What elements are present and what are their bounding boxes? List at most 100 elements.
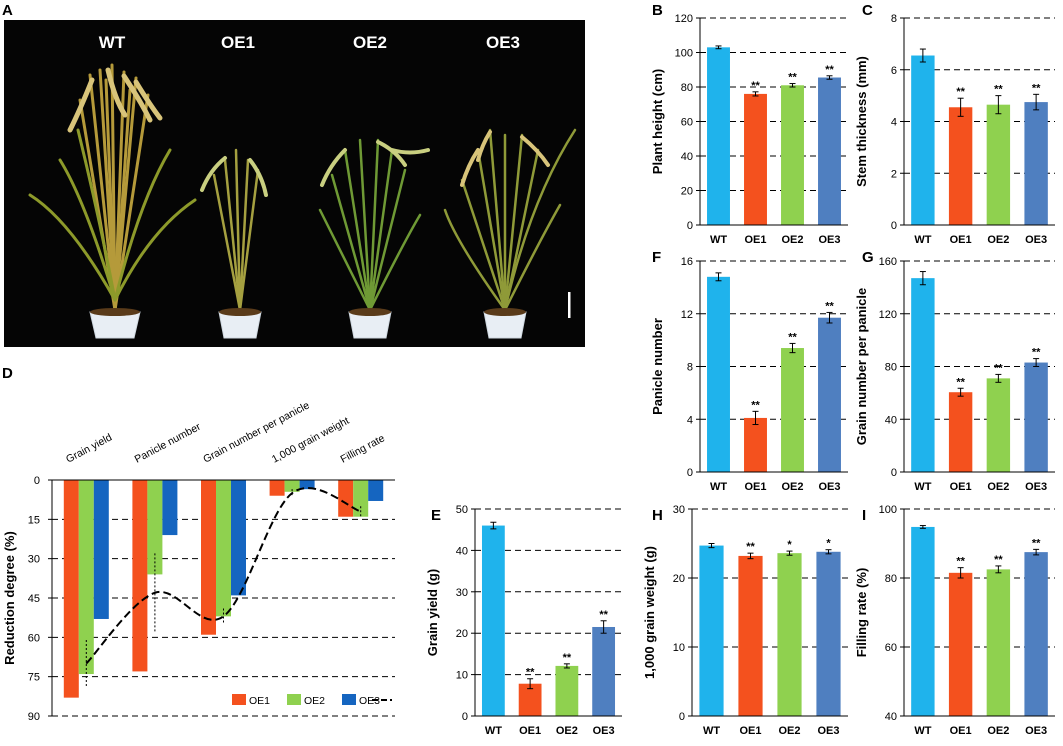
bar-wt bbox=[481, 525, 505, 716]
y-tick-label: 30 bbox=[673, 504, 685, 516]
bar-oe1 bbox=[948, 572, 973, 716]
significance-label: ** bbox=[994, 84, 1003, 96]
panel-label-a: A bbox=[2, 2, 13, 19]
significance-label: ** bbox=[751, 80, 760, 92]
x-tick-label: OE1 bbox=[739, 725, 761, 737]
significance-label: * bbox=[826, 538, 831, 550]
bar-oe1 bbox=[948, 392, 973, 472]
bar-oe2 bbox=[986, 378, 1011, 472]
bar-wt bbox=[699, 545, 724, 716]
y-axis-label: 1,000 grain weight (g) bbox=[642, 546, 657, 679]
significance-label: ** bbox=[1032, 347, 1041, 359]
y-tick-label: 0 bbox=[891, 467, 897, 479]
panel-label-i: I bbox=[862, 507, 866, 524]
y-tick-label: 80 bbox=[885, 573, 897, 585]
significance-label: ** bbox=[526, 667, 535, 679]
x-tick-label: OE3 bbox=[1025, 234, 1047, 246]
x-tick-label: OE1 bbox=[950, 234, 972, 246]
x-tick-label: OE2 bbox=[781, 481, 803, 493]
bar-oe1 bbox=[738, 555, 763, 716]
x-tick-label: OE2 bbox=[987, 234, 1009, 246]
bar-oe2 bbox=[781, 348, 804, 472]
y-tick-label: 10 bbox=[456, 670, 468, 682]
y-axis-label: Grain yield (g) bbox=[425, 569, 440, 656]
bar-oe3 bbox=[1024, 362, 1048, 472]
bar-oe3 bbox=[299, 480, 315, 490]
bar-wt bbox=[911, 55, 935, 225]
bar-oe1 bbox=[338, 480, 354, 517]
bar-oe2 bbox=[986, 104, 1011, 225]
bar-oe3 bbox=[1024, 552, 1048, 716]
y-tick-label: 160 bbox=[879, 256, 897, 268]
y-tick-label: 60 bbox=[885, 642, 897, 654]
x-tick-label: WT bbox=[914, 234, 931, 246]
bar-oe3 bbox=[816, 551, 841, 716]
y-tick-label: 30 bbox=[456, 587, 468, 599]
y-tick-label: 40 bbox=[885, 414, 897, 426]
bar-oe3 bbox=[818, 317, 841, 472]
bar-oe1 bbox=[744, 93, 767, 226]
panel-a-photo: A WT OE1 OE2 OE3 bbox=[2, 2, 585, 347]
photo-label-wt: WT bbox=[99, 33, 126, 52]
x-tick-label: OE3 bbox=[817, 725, 839, 737]
panel-e-chart: E 0 10 20 30 40 50 WT ** OE1 ** OE2 ** OE3 Grain yield… bbox=[425, 504, 622, 737]
panel-label-f: F bbox=[652, 249, 661, 266]
x-tick-label: WT bbox=[710, 234, 727, 246]
x-tick-label: OE3 bbox=[818, 234, 840, 246]
y-tick-label: 2 bbox=[891, 168, 897, 180]
y-axis-label: Plant height (cm) bbox=[650, 69, 665, 174]
bar-oe2 bbox=[147, 480, 163, 575]
x-tick-label: OE1 bbox=[950, 725, 972, 737]
x-tick-label: WT bbox=[914, 725, 931, 737]
panel-label-b: B bbox=[652, 2, 663, 19]
bar-oe1 bbox=[518, 683, 542, 716]
panel-i-chart: I 40 60 80 100 WT ** OE1 ** OE2 ** OE3 Filling rate … bbox=[854, 504, 1055, 737]
y-tick-label: 8 bbox=[687, 362, 693, 374]
significance-label: ** bbox=[994, 554, 1003, 566]
y-tick-label: 4 bbox=[891, 117, 897, 129]
y-tick-label: 90 bbox=[28, 711, 40, 723]
significance-label: ** bbox=[956, 376, 965, 388]
bar-oe1 bbox=[132, 480, 148, 672]
legend-label-oe2: OE2 bbox=[304, 695, 325, 707]
category-label: Panicle number bbox=[133, 421, 203, 466]
y-tick-label: 60 bbox=[28, 632, 40, 644]
bar-wt bbox=[911, 278, 935, 472]
panel-h-chart: H 0 10 20 30 WT ** OE1 * OE2 * OE3 1,000 grain weigh… bbox=[642, 504, 848, 737]
category-label: Grain yield bbox=[64, 431, 114, 465]
y-tick-label: 20 bbox=[673, 573, 685, 585]
bar-oe3 bbox=[818, 77, 841, 225]
y-tick-label: 60 bbox=[681, 117, 693, 129]
x-tick-label: OE3 bbox=[818, 481, 840, 493]
significance-label: ** bbox=[563, 652, 572, 664]
x-tick-label: OE2 bbox=[778, 725, 800, 737]
legend-label-oe3: OE3 bbox=[359, 695, 380, 707]
y-axis-label: Stem thickness (mm) bbox=[854, 56, 869, 187]
bar-oe3 bbox=[1024, 102, 1048, 225]
x-tick-label: OE3 bbox=[1025, 481, 1047, 493]
y-tick-label: 15 bbox=[28, 514, 40, 526]
y-axis-label: Reduction degree (%) bbox=[2, 531, 17, 665]
panel-label-c: C bbox=[862, 2, 873, 19]
x-tick-label: WT bbox=[710, 481, 727, 493]
category-label: Filling rate bbox=[338, 432, 387, 465]
x-tick-label: OE3 bbox=[593, 725, 615, 737]
significance-label: * bbox=[787, 539, 792, 551]
bar-oe1 bbox=[948, 107, 973, 225]
bar-oe3 bbox=[162, 480, 178, 536]
y-tick-label: 6 bbox=[891, 65, 897, 77]
plant-oe1 bbox=[200, 148, 268, 339]
photo-label-oe3: OE3 bbox=[486, 33, 520, 52]
y-tick-label: 12 bbox=[681, 309, 693, 321]
x-tick-label: OE1 bbox=[744, 234, 766, 246]
y-tick-label: 80 bbox=[885, 362, 897, 374]
legend-swatch-oe3 bbox=[342, 694, 356, 705]
significance-label: ** bbox=[1032, 537, 1041, 549]
panel-label-d: D bbox=[2, 365, 13, 382]
bar-oe3 bbox=[592, 626, 616, 716]
bar-oe2 bbox=[555, 665, 579, 716]
bar-oe2 bbox=[781, 85, 804, 226]
x-tick-label: WT bbox=[703, 725, 720, 737]
y-tick-label: 40 bbox=[681, 151, 693, 163]
